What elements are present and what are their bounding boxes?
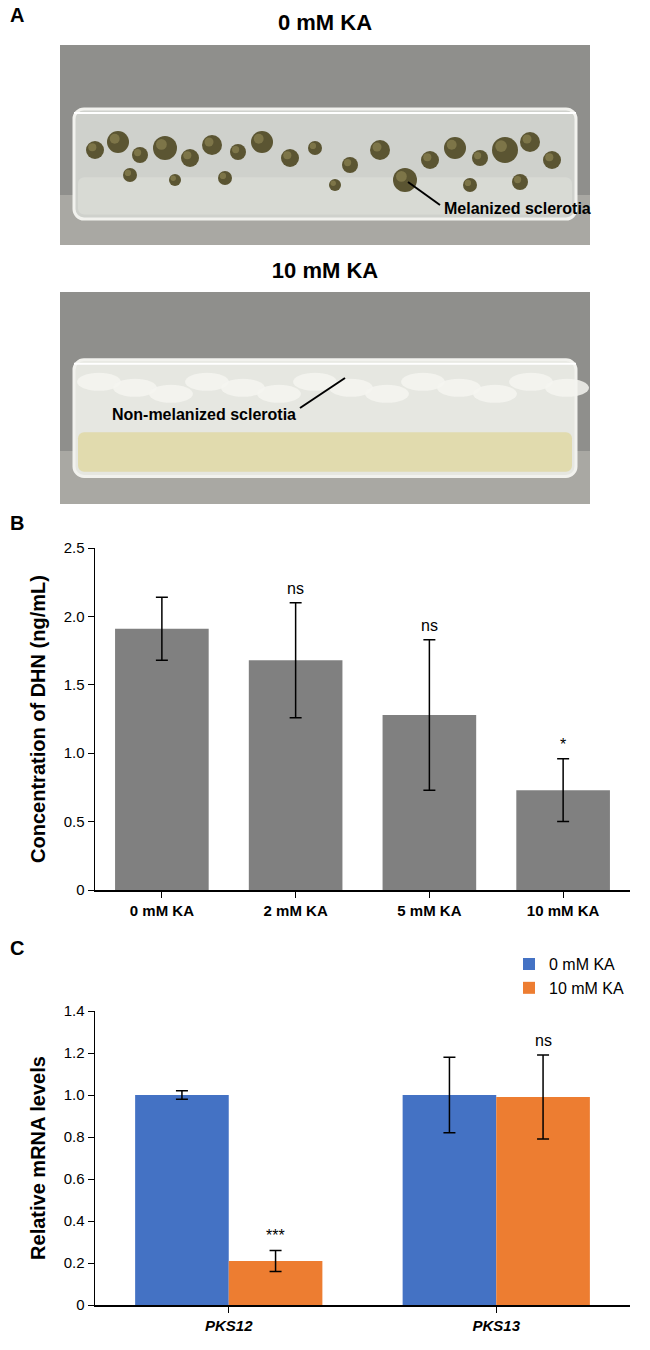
svg-text:Concentration of DHN (ng/mL): Concentration of DHN (ng/mL): [27, 575, 49, 863]
svg-text:***: ***: [266, 1227, 285, 1244]
svg-text:2.0: 2.0: [64, 608, 85, 625]
svg-text:0.4: 0.4: [64, 1212, 85, 1229]
svg-text:0: 0: [76, 881, 84, 898]
svg-text:2.5: 2.5: [64, 539, 85, 556]
svg-text:*: *: [560, 736, 566, 753]
svg-text:ns: ns: [535, 1032, 552, 1049]
svg-text:PKS12: PKS12: [205, 1317, 253, 1334]
svg-text:Relative mRNA levels: Relative mRNA levels: [27, 1056, 49, 1260]
html-text:A: A: [10, 4, 25, 26]
svg-text:0 mM KA: 0 mM KA: [130, 902, 194, 919]
svg-text:Melanized sclerotia: Melanized sclerotia: [444, 200, 591, 217]
svg-text:10 mM KA: 10 mM KA: [527, 902, 600, 919]
svg-text:ns: ns: [421, 617, 438, 634]
svg-text:1.0: 1.0: [64, 1086, 85, 1103]
svg-text:0 mM KA: 0 mM KA: [549, 956, 615, 973]
svg-text:5 mM KA: 5 mM KA: [397, 902, 461, 919]
svg-text:0.2: 0.2: [64, 1254, 85, 1271]
html-text:C: C: [10, 937, 25, 959]
svg-text:10 mM KA: 10 mM KA: [549, 980, 624, 997]
svg-text:1.4: 1.4: [64, 1002, 85, 1019]
svg-text:0: 0: [76, 1296, 84, 1313]
svg-text:10 mM KA: 10 mM KA: [272, 258, 378, 283]
svg-text:ns: ns: [287, 580, 304, 597]
svg-text:1.0: 1.0: [64, 744, 85, 761]
html-text:B: B: [10, 512, 25, 534]
svg-text:0.8: 0.8: [64, 1128, 85, 1145]
svg-text:2 mM KA: 2 mM KA: [264, 902, 328, 919]
svg-text:0 mM KA: 0 mM KA: [278, 10, 372, 35]
svg-text:0.6: 0.6: [64, 1170, 85, 1187]
svg-text:0.5: 0.5: [64, 813, 85, 830]
svg-text:PKS13: PKS13: [472, 1317, 520, 1334]
svg-text:Non-melanized sclerotia: Non-melanized sclerotia: [112, 406, 296, 423]
svg-text:1.5: 1.5: [64, 676, 85, 693]
svg-text:1.2: 1.2: [64, 1044, 85, 1061]
